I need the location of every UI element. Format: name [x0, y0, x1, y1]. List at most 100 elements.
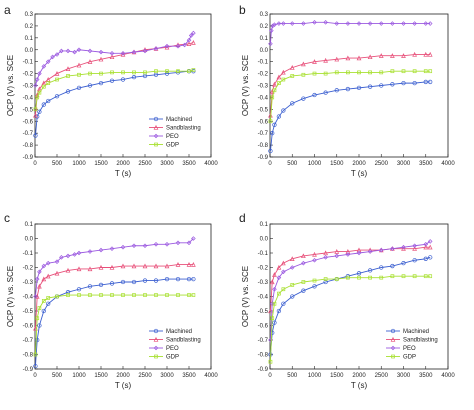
data-point: [401, 244, 406, 250]
legend-marker: [390, 345, 396, 351]
data-point: [87, 266, 93, 272]
x-tick-label: 2500: [375, 373, 389, 379]
x-tick-label: 2500: [138, 161, 152, 167]
data-point: [428, 255, 433, 260]
data-point: [290, 74, 295, 78]
series-peo: [33, 236, 196, 299]
x-tick-label: 500: [287, 161, 298, 167]
data-point: [280, 69, 286, 75]
y-tick-label: 0.1: [260, 222, 269, 228]
x-tick-label: 1000: [72, 373, 86, 379]
data-point: [164, 263, 170, 269]
data-point: [401, 246, 406, 251]
data-point: [390, 263, 395, 269]
data-point: [412, 21, 417, 26]
series-sandblasting: [268, 244, 433, 314]
data-point: [188, 33, 194, 38]
series-line: [34, 42, 194, 116]
y-axis-label: OCP (V) vs. SCE: [6, 55, 15, 116]
data-point: [55, 294, 59, 299]
data-point: [76, 62, 82, 68]
data-point: [401, 261, 406, 266]
legend-entry: Machined: [166, 329, 192, 335]
data-point: [276, 74, 282, 80]
data-point: [277, 291, 281, 296]
panel-label: b: [239, 3, 246, 17]
data-point: [191, 293, 196, 297]
y-tick-label: 0.3: [25, 12, 34, 18]
data-point: [412, 246, 417, 251]
series-gdp: [268, 274, 433, 364]
data-point: [357, 275, 361, 280]
x-tick-label: 3500: [182, 373, 196, 379]
data-point: [131, 263, 137, 269]
y-tick-label: -0.9: [23, 367, 34, 373]
data-point: [367, 249, 373, 254]
x-tick-label: 4000: [204, 161, 218, 167]
y-tick-label: -0.5: [23, 107, 34, 113]
data-point: [54, 71, 60, 76]
data-point: [41, 64, 47, 69]
chart-panel-a: a 0 500 1000 1500 2000 2500 3000 3500 4000 -0.9 -0.…: [4, 3, 218, 178]
data-point: [88, 293, 92, 297]
data-point: [268, 41, 273, 47]
data-point: [187, 293, 191, 297]
data-point: [323, 90, 328, 95]
data-point: [186, 240, 192, 246]
data-point: [356, 21, 362, 26]
legend-marker: [153, 328, 159, 334]
data-point: [142, 263, 148, 269]
legend-entry: PEO: [166, 134, 179, 140]
data-point: [281, 301, 286, 306]
data-point: [268, 148, 273, 154]
data-point: [33, 363, 38, 369]
data-point: [379, 275, 384, 280]
data-point: [132, 293, 136, 297]
y-tick-label: -0.9: [258, 155, 269, 161]
data-point: [98, 49, 104, 55]
y-tick-label: -0.1: [258, 60, 269, 66]
y-tick-label: -0.3: [258, 84, 269, 90]
data-point: [37, 90, 42, 95]
data-point: [98, 282, 104, 288]
data-point: [121, 293, 125, 297]
data-point: [270, 23, 275, 29]
data-point: [268, 359, 273, 364]
series-line: [34, 238, 194, 297]
data-point: [334, 248, 340, 254]
data-point: [99, 293, 103, 297]
y-tick-label: -0.6: [258, 119, 269, 125]
data-point: [423, 21, 429, 26]
data-point: [59, 255, 64, 260]
y-tick-label: -0.8: [258, 143, 269, 149]
data-point: [356, 271, 362, 276]
legend-entry: Machined: [403, 329, 429, 335]
x-tick-label: 4000: [441, 373, 455, 379]
data-point: [41, 308, 46, 314]
data-point: [345, 86, 351, 92]
data-point: [379, 70, 384, 75]
data-point: [109, 281, 115, 286]
data-point: [357, 70, 361, 75]
y-tick-label: -0.4: [23, 295, 34, 301]
data-point: [45, 273, 51, 279]
data-point: [312, 278, 317, 283]
data-point: [131, 49, 137, 55]
data-point: [65, 89, 71, 94]
y-tick-label: -0.7: [23, 131, 34, 137]
series-line: [269, 241, 431, 341]
data-point: [290, 101, 295, 106]
data-point: [334, 88, 339, 93]
data-point: [390, 246, 395, 251]
data-point: [272, 81, 277, 87]
data-point: [37, 269, 42, 275]
data-point: [272, 272, 277, 277]
plot-frame: [269, 13, 449, 158]
data-point: [65, 267, 71, 273]
data-point: [412, 69, 417, 74]
data-point: [98, 80, 104, 86]
data-point: [33, 133, 38, 138]
y-tick-label: -0.5: [258, 107, 269, 113]
data-point: [269, 301, 275, 307]
data-point: [34, 77, 40, 82]
